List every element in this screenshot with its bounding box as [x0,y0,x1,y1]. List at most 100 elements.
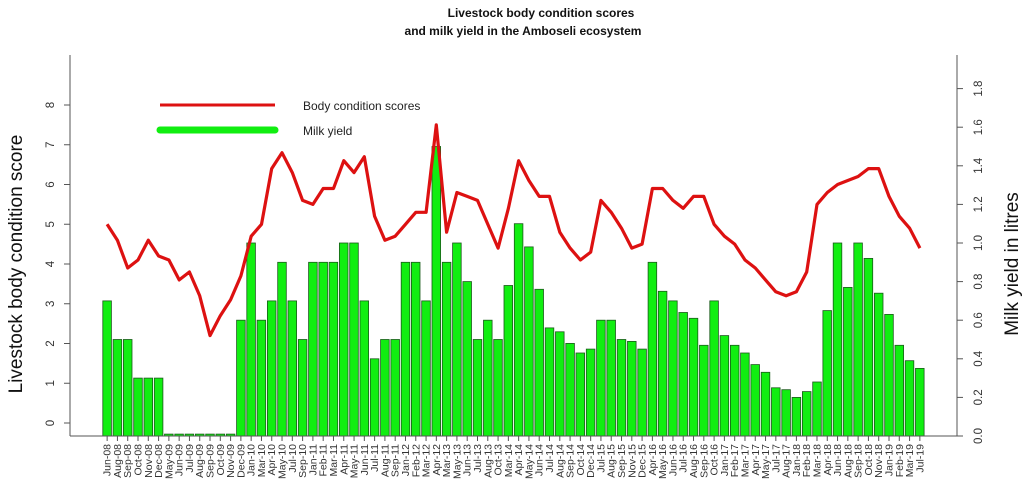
x-tick-label: Apr-16 [647,444,659,476]
x-tick-label: Mar-17 [740,444,752,477]
x-tick-label: Apr-11 [338,444,350,475]
x-tick-label: Jan-19 [884,444,896,476]
x-tick-label: Dec-09 [235,444,247,478]
milk-yield-bar [441,261,452,437]
milk-yield-bar [791,396,802,437]
milk-yield-bar [719,335,730,437]
x-tick-label: Sep-09 [205,444,217,478]
x-tick-label: Apr-12 [431,444,443,476]
milk-yield-bar [452,242,462,437]
milk-yield-bar [699,344,709,437]
milk-yield-bar [565,342,575,437]
left-tick-label: 6 [45,181,57,187]
x-tick-label: Jun-16 [668,444,680,476]
x-tick-label: Nov-08 [143,444,155,478]
x-tick-label: Mar-11 [328,444,340,477]
milk-yield-bar [277,261,287,437]
x-tick-label: Aug-11 [379,444,391,477]
x-tick-label: Nov-15 [626,444,638,478]
x-tick-label: Aug-18 [842,444,854,478]
x-tick-label: Apr-14 [513,444,525,476]
milk-yield-bar [730,344,740,437]
x-tick-label: Jul-13 [472,444,484,473]
right-y-axis: 0.0 0.2 0.4 0.6 0.8 1.0 1.2 1.4 1.6 1.8 [956,55,985,444]
x-tick-label: Feb-19 [894,444,906,477]
milk-yield-bar [338,242,349,437]
right-tick-label: 1.0 [973,235,985,251]
right-tick-label: 0.6 [973,312,985,328]
x-tick-label: Mar-13 [441,444,453,477]
x-tick-label: Jun-14 [534,444,546,476]
milk-yield-bar [771,387,781,437]
x-tick-label: Oct-09 [215,444,227,476]
milk-yield-bar [524,246,534,437]
milk-yield-bar [390,339,400,437]
x-tick-label: Aug-08 [112,444,124,478]
x-tick-label: Jul-16 [678,444,690,473]
left-y-axis: 0 1 2 3 4 5 6 7 8 [45,55,71,436]
x-tick-label: May-17 [760,444,772,479]
x-tick-label: Feb-18 [801,444,813,477]
milk-yield-bar [740,352,750,437]
milk-yield-bar [606,319,616,437]
x-tick-label: Jul-15 [595,444,607,473]
milk-yield-bar [904,360,915,437]
x-tick-label: Jun-13 [462,444,474,476]
x-tick-label: May-11 [349,444,361,478]
right-tick-label: 0.0 [973,428,985,444]
milk-yield-bar [575,352,586,437]
x-tick-label: Feb-12 [410,444,422,477]
x-tick-label: Jun-11 [359,444,371,475]
x-tick-label: Jun-09 [174,444,186,476]
x-tick-label: Oct-08 [133,444,145,476]
milk-yield-bar [287,300,298,437]
left-tick-label: 0 [45,420,57,426]
left-tick-label: 1 [45,380,57,386]
bcs-line [105,123,922,338]
milk-yield-bar [256,319,267,437]
x-tick-label: Nov-09 [225,444,237,478]
milk-yield-bar [380,339,390,437]
x-axis: Jun-08Aug-08Sep-08Oct-08Nov-08Dec-08May-… [70,435,957,479]
x-tick-label: Dec-14 [585,444,597,478]
x-tick-label: Apr-18 [822,444,834,476]
x-tick-label: Oct-13 [493,444,505,476]
milk-yield-bar [894,344,905,437]
milk-yield-bar [688,317,699,437]
milk-yield-bar [359,300,370,437]
milk-yield-bar [678,312,688,437]
x-tick-label: May-14 [523,444,535,479]
x-tick-label: Jan-11 [307,444,319,475]
right-tick-label: 1.8 [973,81,985,97]
x-tick-label: Apr-10 [266,444,278,476]
milk-yield-bar [112,339,123,437]
milk-yield-bar [349,242,359,437]
x-tick-label: Aug-13 [482,444,494,478]
bcs-line-layer [105,123,922,338]
milk-yield-bar [369,358,380,437]
right-tick-label: 1.2 [973,196,985,212]
milk-yield-bar [123,339,133,437]
milk-yield-bar [308,261,318,437]
milk-yield-bar [493,339,503,437]
x-tick-label: Aug-16 [688,444,700,478]
legend-label-bcs: Body condition scores [303,99,420,113]
x-tick-label: Mar-18 [812,444,824,477]
x-tick-label: Dec-15 [637,444,649,478]
x-tick-label: Sep-16 [698,444,710,478]
left-tick-label: 2 [45,340,57,346]
left-tick-label: 7 [45,142,57,148]
x-tick-label: Jun-08 [102,444,114,476]
x-tick-label: Sep-10 [297,444,309,478]
left-tick-label: 5 [45,221,57,227]
milk-yield-bar [822,310,832,437]
milk-yield-bar [421,300,431,437]
milk-yield-bar [503,285,514,437]
x-tick-label: Jan-10 [246,444,258,476]
x-tick-label: Mar-10 [256,444,268,477]
milk-yield-bar [863,257,874,437]
milk-yield-bar [318,261,328,437]
legend-label-milk: Milk yield [303,124,352,138]
milk-yield-bar [483,319,493,437]
milk-yield-bar [853,242,863,437]
